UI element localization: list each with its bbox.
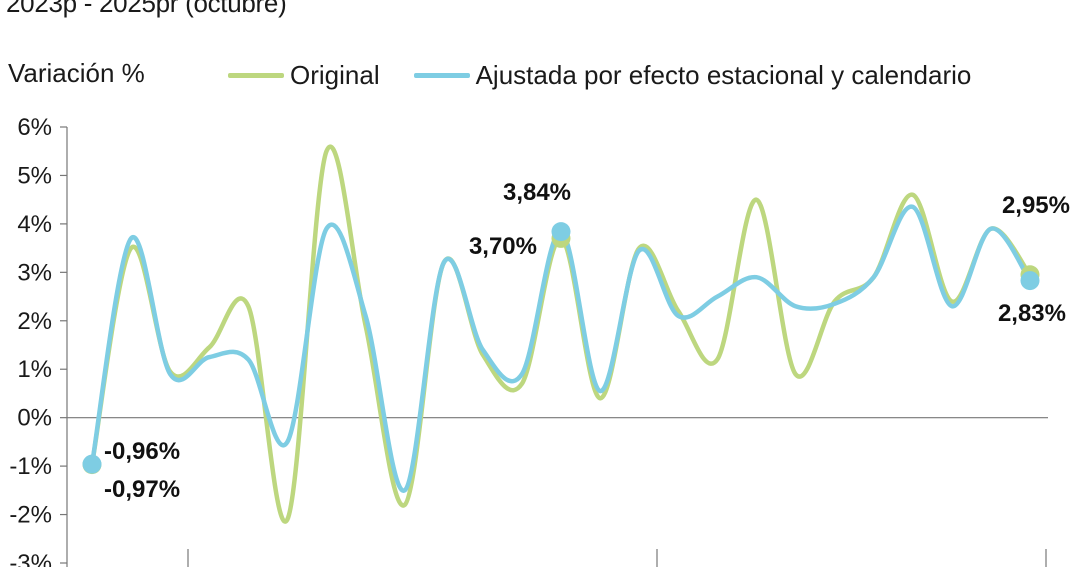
data-label-original: -0,97% (104, 476, 180, 503)
y-tick-label: -2% (9, 502, 52, 529)
y-tick-label: 5% (17, 162, 52, 189)
legend-swatch-ajustada (413, 73, 470, 78)
legend-label-original: Original (290, 60, 380, 90)
chart-subtitle: 2023p - 2025pr (octubre) (6, 0, 287, 18)
data-label-ajustada: 2,83% (998, 300, 1066, 327)
legend-swatch-original (228, 73, 284, 78)
y-tick-label: 2% (17, 308, 52, 335)
y-tick-label: -3% (9, 550, 52, 567)
series-line-original (89, 144, 1033, 524)
series-line-ajustada (89, 204, 1033, 493)
y-tick-label: -1% (9, 453, 52, 480)
y-tick-label: 6% (17, 114, 52, 141)
data-label-ajustada: -0,96% (104, 438, 180, 465)
y-axis-label: Variación % (8, 58, 145, 88)
marker-ajustada (82, 454, 102, 474)
legend-item-original: Original (228, 60, 380, 91)
y-tick-label: 0% (17, 405, 52, 432)
marker-ajustada (551, 222, 571, 242)
legend-item-ajustada: Ajustada por efecto estacional y calenda… (413, 60, 972, 91)
y-tick-label: 4% (17, 211, 52, 238)
data-label-ajustada: 3,84% (503, 179, 571, 206)
data-label-original: 2,95% (1002, 192, 1070, 219)
legend-label-ajustada: Ajustada por efecto estacional y calenda… (475, 60, 972, 90)
y-tick-label: 3% (17, 259, 52, 286)
chart-legend: Original Ajustada por efecto estacional … (228, 60, 1005, 91)
data-label-original: 3,70% (469, 233, 537, 260)
marker-ajustada (1020, 271, 1040, 291)
y-tick-label: 1% (17, 356, 52, 383)
